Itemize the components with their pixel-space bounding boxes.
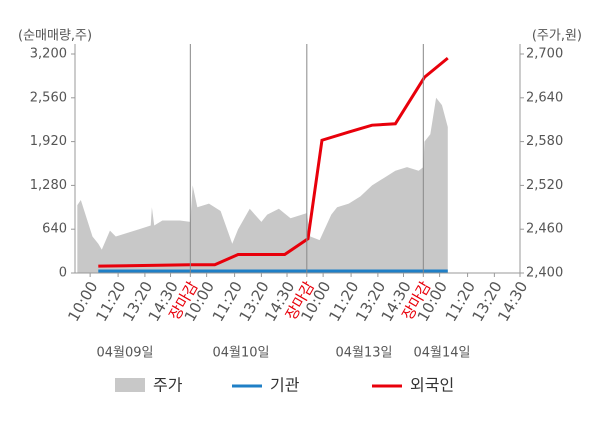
y2-axis-label: (주가,원) [532,29,582,44]
y-axis-label: (순매매량,주) [18,29,92,44]
y-tick-label: 640 [42,222,67,237]
legend-label: 기관 [270,376,300,395]
y-tick-label: 1,280 [30,178,67,193]
y2-tick-label: 2,640 [526,90,563,105]
legend-swatch [115,378,145,392]
y-tick-label: 1,920 [30,134,67,149]
y-tick-label: 0 [59,266,67,281]
y2-tick-label: 2,460 [526,222,563,237]
y2-tick-label: 2,520 [526,178,563,193]
legend: 주가 기관 외국인 [115,376,454,395]
y2-tick-label: 2,400 [526,266,563,281]
y-tick-label: 2,560 [30,90,67,105]
price-area [77,97,448,273]
y2-tick-label: 2,700 [526,47,563,62]
series-line [98,56,449,268]
legend-label: 외국인 [410,376,454,395]
y-tick-label: 3,200 [30,47,67,62]
date-label: 04월10일 [212,346,269,361]
y2-tick-label: 2,580 [526,134,563,149]
date-label: 04월09일 [96,346,153,361]
date-label: 04월13일 [335,346,392,361]
date-label: 04월14일 [413,346,470,361]
legend-label: 주가 [153,376,183,395]
